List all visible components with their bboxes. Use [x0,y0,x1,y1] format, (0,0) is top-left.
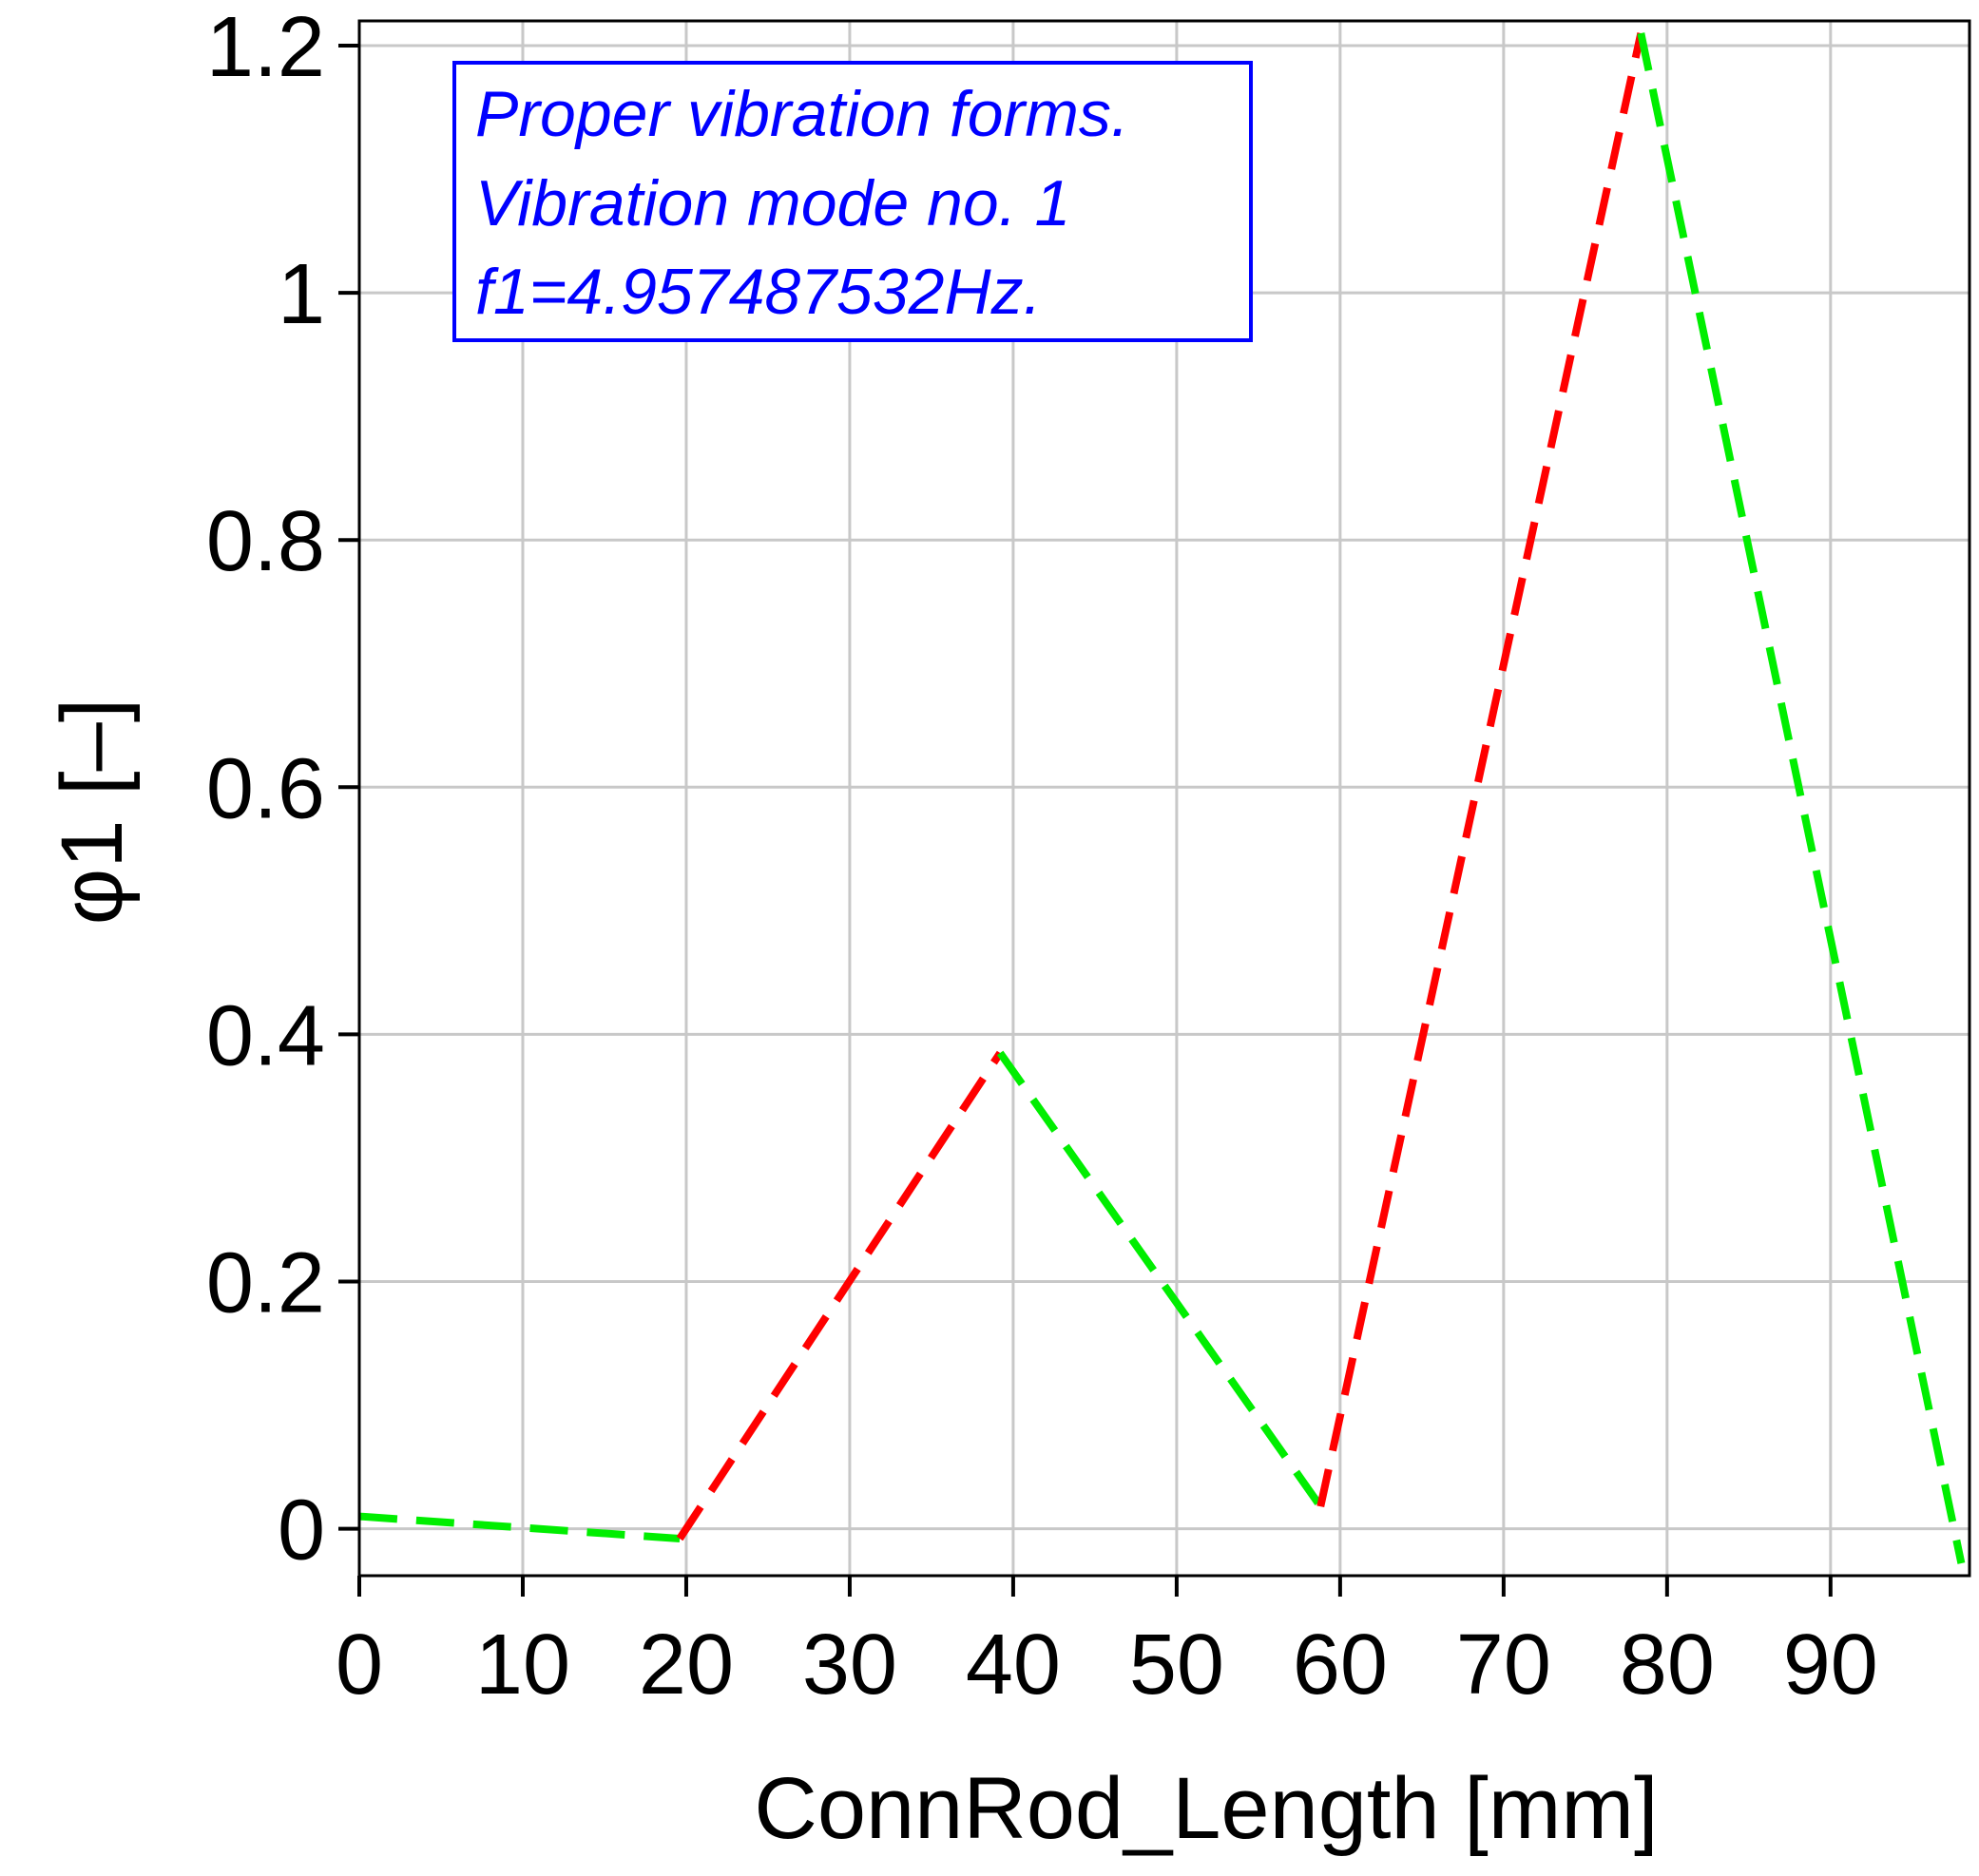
annotation-frame [452,61,1253,342]
green-segment-line [1637,32,1966,1564]
x-tick-label: 40 [966,1618,1061,1713]
x-tick-label: 20 [639,1618,734,1713]
x-tick-label: 60 [1293,1618,1388,1713]
series-lines [358,32,1966,1564]
y-tick-label: 1.2 [206,0,325,95]
y-tick-label: 0.8 [206,494,325,589]
x-tick-label: 50 [1129,1618,1224,1713]
annotation-line-2: Vibration mode no. 1 [475,167,1070,239]
y-axis-title: φ1 [–] [44,699,141,926]
x-tick-labels: 0 10 20 30 40 50 60 70 80 90 [336,1618,1878,1713]
annotation-box: Proper vibration forms. Vibration mode n… [452,61,1253,342]
x-tick-label: 10 [475,1618,570,1713]
plot-frame [357,19,1971,1578]
y-tick-label: 1 [278,247,325,342]
green-segment-line [996,1050,1324,1509]
axis-ticks [338,44,1833,1597]
red-segment-line [1316,32,1645,1508]
x-axis-title: ConnRod_Length [mm] [754,1760,1658,1857]
x-tick-label: 70 [1456,1618,1551,1713]
y-tick-labels: 0 0.2 0.4 0.6 0.8 1 1.2 [206,0,325,1579]
y-tick-label: 0.6 [206,741,325,836]
x-tick-label: 80 [1620,1618,1715,1713]
x-tick-label: 90 [1783,1618,1878,1713]
x-tick-label: 0 [336,1618,383,1713]
annotation-line-1: Proper vibration forms. [475,78,1129,150]
red-segment-line [676,1050,1004,1541]
annotation-line-3: f1=4.957487532Hz. [475,256,1042,328]
y-tick-label: 0.2 [206,1235,325,1330]
y-tick-label: 0 [278,1484,325,1579]
x-tick-label: 30 [802,1618,897,1713]
y-tick-label: 0.4 [206,988,325,1083]
